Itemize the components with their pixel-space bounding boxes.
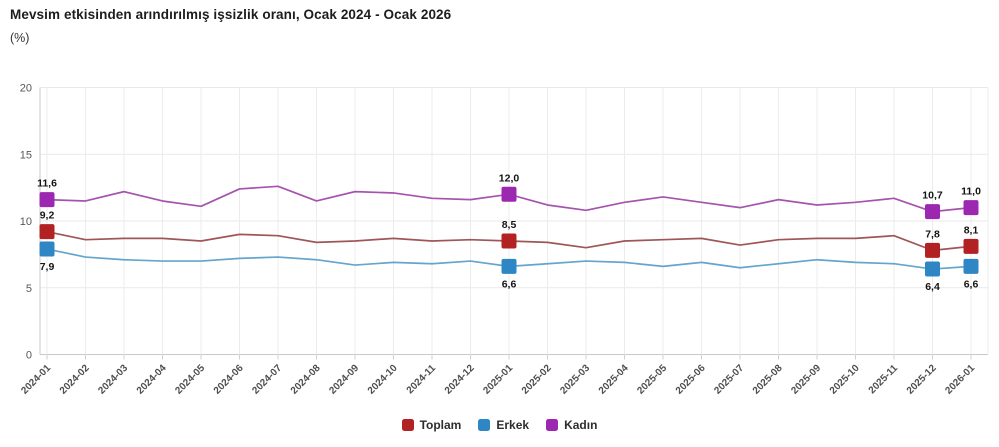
y-axis-tick-label: 20 [20, 83, 32, 95]
x-axis-tick-label: 2024-12 [443, 363, 477, 397]
data-point-label-erkek: 6,6 [964, 278, 979, 290]
x-axis-tick-label: 2025-03 [558, 363, 592, 397]
x-axis-tick-label: 2024-04 [135, 363, 169, 397]
x-axis-tick-label: 2024-01 [19, 363, 53, 397]
data-point-marker-toplam[interactable] [963, 238, 979, 254]
chart-legend: Toplam Erkek Kadın [0, 418, 999, 432]
x-axis-tick-label: 2025-08 [751, 363, 785, 397]
legend-label-toplam: Toplam [419, 418, 462, 432]
data-point-marker-toplam[interactable] [39, 224, 55, 240]
data-point-marker-kadin[interactable] [39, 192, 55, 208]
legend-swatch-erkek [478, 419, 491, 431]
chart-unit-label: (%) [10, 31, 30, 45]
x-axis-tick-label: 2025-11 [867, 363, 901, 397]
data-point-marker-toplam[interactable] [925, 242, 940, 258]
data-point-marker-erkek[interactable] [925, 261, 940, 277]
data-point-marker-kadin[interactable] [501, 186, 517, 202]
data-point-label-kadin: 11,0 [961, 186, 981, 198]
x-axis-tick-label: 2024-02 [58, 363, 92, 397]
y-axis-tick-label: 10 [20, 216, 32, 228]
x-axis-tick-label: 2025-05 [635, 363, 669, 397]
data-point-label-erkek: 6,4 [925, 281, 940, 293]
data-point-label-toplam: 8,5 [502, 219, 517, 231]
chart-title: Mevsim etkisinden arındırılmış işsizlik … [10, 7, 452, 22]
x-axis-tick-label: 2024-03 [96, 363, 130, 397]
x-axis-tick-label: 2024-05 [173, 363, 207, 397]
data-point-label-toplam: 9,2 [40, 210, 55, 222]
data-point-marker-kadin[interactable] [963, 200, 979, 216]
data-point-marker-kadin[interactable] [925, 204, 940, 220]
legend-item-kadin[interactable]: Kadın [546, 418, 597, 432]
data-point-marker-toplam[interactable] [501, 233, 517, 249]
x-axis-tick-label: 2025-06 [674, 363, 708, 397]
x-axis-tick-label: 2025-10 [828, 363, 862, 397]
data-point-marker-erkek[interactable] [39, 241, 55, 257]
y-axis-tick-label: 0 [26, 350, 32, 362]
legend-swatch-kadin [546, 419, 559, 431]
legend-label-erkek: Erkek [496, 418, 530, 432]
x-axis-tick-label: 2025-09 [789, 363, 823, 397]
legend-item-toplam[interactable]: Toplam [401, 418, 462, 432]
x-axis-tick-label: 2026-01 [943, 363, 977, 397]
x-axis-tick-label: 2025-01 [481, 363, 515, 397]
data-point-label-kadin: 12,0 [499, 172, 520, 184]
legend-swatch-toplam [401, 419, 414, 431]
x-axis-tick-label: 2025-07 [712, 363, 746, 397]
y-axis-tick-label: 15 [20, 149, 32, 161]
data-point-label-erkek: 7,9 [40, 261, 55, 273]
data-point-marker-erkek[interactable] [501, 258, 517, 274]
y-axis-tick-label: 5 [26, 283, 32, 295]
x-axis-tick-label: 2024-06 [212, 363, 246, 397]
x-axis-tick-label: 2025-02 [520, 363, 554, 397]
data-point-marker-erkek[interactable] [963, 258, 979, 274]
data-point-label-kadin: 11,6 [37, 178, 57, 190]
legend-label-kadin: Kadın [564, 418, 598, 432]
data-point-label-toplam: 7,8 [925, 228, 940, 240]
x-axis-tick-label: 2025-12 [905, 363, 939, 397]
data-point-label-erkek: 6,6 [502, 278, 517, 290]
x-axis-tick-label: 2024-07 [250, 363, 284, 397]
data-point-label-kadin: 10,7 [922, 190, 943, 202]
legend-item-erkek[interactable]: Erkek [478, 418, 529, 432]
x-axis-tick-label: 2024-11 [405, 363, 439, 397]
x-axis-tick-label: 2024-10 [366, 363, 400, 397]
x-axis-tick-label: 2025-04 [597, 363, 631, 397]
x-axis-tick-label: 2024-09 [327, 363, 361, 397]
data-point-label-toplam: 8,1 [964, 224, 979, 236]
x-axis-tick-label: 2024-08 [289, 363, 323, 397]
